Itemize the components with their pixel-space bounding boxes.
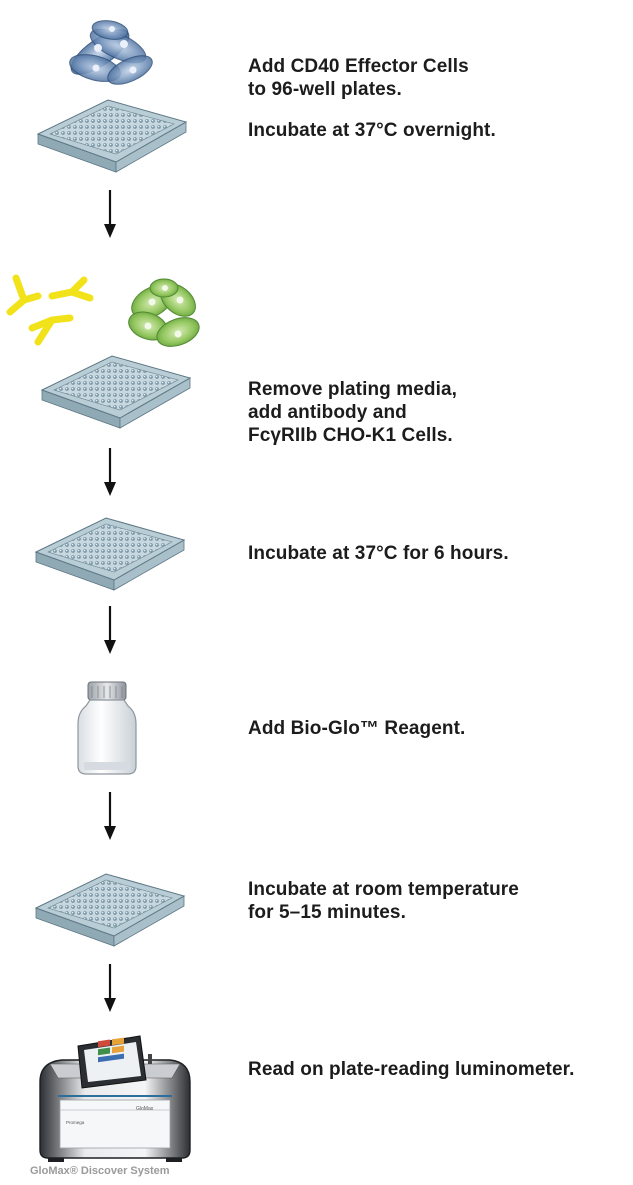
step-3-text: Incubate at 37°C for 6 hours. [248, 542, 509, 565]
step-line: Add CD40 Effector Cells [248, 56, 469, 77]
step-4-text: Add Bio-Glo™ Reagent. [248, 717, 465, 740]
step-line: to 96-well plates. [248, 79, 402, 100]
step-2-text: Remove plating media, add antibody and F… [248, 378, 457, 447]
well-plate-icon [37, 99, 187, 173]
step-line: Remove plating media, [248, 379, 458, 400]
arrow-icon [102, 188, 118, 240]
antibody-icon [6, 274, 94, 346]
step-6-text: Read on plate-reading luminometer. [248, 1058, 574, 1081]
step-line: FcγRIIb CHO-K1 Cells. [248, 425, 453, 446]
step-line: Incubate at room temperature [248, 879, 519, 900]
step-line: Incubate at 37°C for 6 hours. [248, 543, 509, 564]
step-line: Incubate at 37°C overnight. [248, 120, 496, 141]
well-plate-icon [41, 355, 191, 429]
effector-cells-icon [69, 20, 153, 85]
well-plate-icon [35, 517, 185, 591]
step-line: for 5–15 minutes. [248, 902, 406, 923]
luminometer-icon [39, 1035, 191, 1162]
step-1-text: Add CD40 Effector Cells to 96-well plate… [248, 55, 496, 142]
arrow-icon [102, 962, 118, 1014]
arrow-icon [102, 604, 118, 656]
step-line: add antibody and [248, 402, 407, 423]
arrow-icon [102, 790, 118, 842]
step-line: Read on plate-reading luminometer. [248, 1059, 575, 1080]
target-cells-icon [128, 278, 200, 347]
instrument-caption: GloMax® Discover System [30, 1165, 170, 1177]
step-5-text: Incubate at room temperature for 5–15 mi… [248, 878, 519, 924]
brand-label: Promega [66, 1120, 85, 1125]
arrow-icon [102, 446, 118, 498]
front-label: GloMax [136, 1106, 154, 1112]
step-line: Add Bio-Glo™ Reagent. [248, 718, 466, 739]
well-plate-icon [35, 873, 185, 947]
reagent-bottle-icon [77, 681, 137, 775]
